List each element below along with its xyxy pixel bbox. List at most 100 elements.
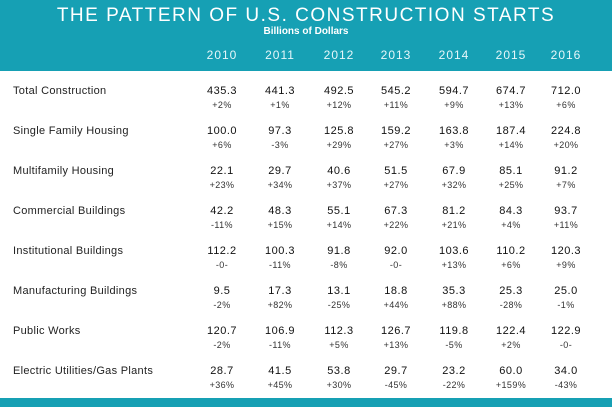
table-row: Multifamily Housing 22.1 +23% 29.7 +34% 40.6 +… [0, 151, 612, 191]
cell-change: +14% [498, 140, 524, 150]
cell-change: +32% [441, 180, 467, 190]
cell-value: 60.0 [499, 365, 523, 377]
cell-change: +14% [326, 220, 352, 230]
cell-change: +37% [326, 180, 352, 190]
cell-value: 159.2 [380, 125, 412, 137]
cell-change: -25% [327, 300, 351, 310]
cell-change: -22% [442, 380, 466, 390]
cell-change: -2% [213, 340, 231, 350]
year-header: 2015 [495, 48, 527, 62]
cell-value: 112.3 [324, 325, 354, 337]
cell-change: -11% [211, 220, 233, 230]
row-label: Public Works [13, 325, 81, 337]
year-header: 2016 [550, 48, 582, 62]
cell-value: 53.8 [327, 365, 351, 377]
cell-change: +29% [326, 140, 352, 150]
cell-change: +13% [441, 260, 467, 270]
cell-value: 120.3 [550, 245, 582, 257]
row-label: Total Construction [13, 85, 107, 97]
cell-change: +13% [383, 340, 409, 350]
cell-value: 85.1 [499, 165, 523, 177]
cell-value: 81.2 [442, 205, 466, 217]
cell-change: +45% [267, 380, 293, 390]
cell-value: 28.7 [210, 365, 234, 377]
cell-change: +11% [383, 100, 409, 110]
cell-change: +9% [556, 260, 576, 270]
cell-change: +21% [441, 220, 467, 230]
cell-value: 35.3 [442, 285, 466, 297]
cell-value: 22.1 [210, 165, 234, 177]
cell-change: +2% [501, 340, 521, 350]
table-row: Manufacturing Buildings 9.5 -2% 17.3 +82% 13.… [0, 271, 612, 311]
cell-change: +1% [270, 100, 290, 110]
cell-value: 163.8 [438, 125, 470, 137]
year-header: 2012 [323, 48, 355, 62]
cell-value: 92.0 [384, 245, 408, 257]
page-subtitle: Billions of Dollars [263, 26, 349, 37]
cell-value: 674.7 [495, 85, 527, 97]
cell-change: -11% [269, 260, 291, 270]
cell-value: 435.3 [206, 85, 238, 97]
cell-value: 594.7 [438, 85, 470, 97]
cell-change: +88% [441, 300, 467, 310]
row-label: Single Family Housing [13, 125, 129, 137]
cell-value: 25.3 [499, 285, 523, 297]
cell-change: +7% [556, 180, 576, 190]
cell-value: 187.4 [495, 125, 527, 137]
page-title: THE PATTERN OF U.S. CONSTRUCTION STARTS [56, 5, 556, 26]
cell-change: +3% [444, 140, 464, 150]
cell-change: -1% [557, 300, 575, 310]
cell-value: 67.3 [384, 205, 408, 217]
cell-value: 100.0 [206, 125, 238, 137]
cell-value: 91.8 [327, 245, 351, 257]
cell-change: -0- [389, 260, 403, 270]
cell-value: 34.0 [554, 365, 578, 377]
cell-value: 126.7 [380, 325, 412, 337]
cell-value: 42.2 [210, 205, 234, 217]
cell-value: 103.6 [438, 245, 470, 257]
cell-change: -45% [384, 380, 408, 390]
table-row: Public Works 120.7 -2% 106.9 -11% 112.3 +5% 126… [0, 311, 612, 351]
cell-value: 17.3 [268, 285, 292, 297]
cell-value: 110.2 [496, 245, 526, 257]
cell-value: 23.2 [442, 365, 466, 377]
cell-value: 224.8 [550, 125, 582, 137]
cell-value: 41.5 [268, 365, 292, 377]
cell-change: +25% [498, 180, 524, 190]
cell-change: -3% [271, 140, 289, 150]
cell-change: +27% [383, 180, 409, 190]
row-label: Multifamily Housing [13, 165, 115, 177]
cell-change: +15% [267, 220, 293, 230]
cell-change: +82% [267, 300, 293, 310]
table-row: Single Family Housing 100.0 +6% 97.3 -3% 125.… [0, 111, 612, 151]
cell-change: -11% [269, 340, 291, 350]
cell-value: 91.2 [554, 165, 578, 177]
cell-value: 712.0 [550, 85, 582, 97]
cell-change: +13% [498, 100, 524, 110]
cell-value: 120.7 [206, 325, 238, 337]
cell-change: +44% [383, 300, 409, 310]
cell-change: +159% [495, 380, 527, 390]
cell-value: 106.9 [264, 325, 296, 337]
table-row: Electric Utilities/Gas Plants 28.7 +36% 41.… [0, 351, 612, 391]
row-label: Manufacturing Buildings [13, 285, 138, 297]
cell-change: +2% [212, 100, 232, 110]
cell-value: 119.8 [439, 325, 469, 337]
year-header-row: 2010 2011 2012 2013 2014 2015 2016 [0, 48, 612, 68]
table-row: Commercial Buildings 42.2 -11% 48.3 +15% 55.1… [0, 191, 612, 231]
cell-change: +12% [326, 100, 352, 110]
cell-value: 545.2 [380, 85, 412, 97]
cell-change: +20% [553, 140, 579, 150]
cell-change: +34% [267, 180, 293, 190]
cell-change: +27% [383, 140, 409, 150]
cell-value: 13.1 [327, 285, 351, 297]
cell-change: -0- [559, 340, 573, 350]
cell-change: +22% [383, 220, 409, 230]
table-row: Total Construction 435.3 +2% 441.3 +1% 492.5 +… [0, 71, 612, 111]
cell-change: -0- [215, 260, 229, 270]
row-label: Electric Utilities/Gas Plants [13, 365, 154, 377]
cell-value: 97.3 [268, 125, 292, 137]
cell-value: 122.9 [550, 325, 582, 337]
cell-value: 29.7 [384, 365, 408, 377]
year-header: 2010 [206, 48, 238, 62]
